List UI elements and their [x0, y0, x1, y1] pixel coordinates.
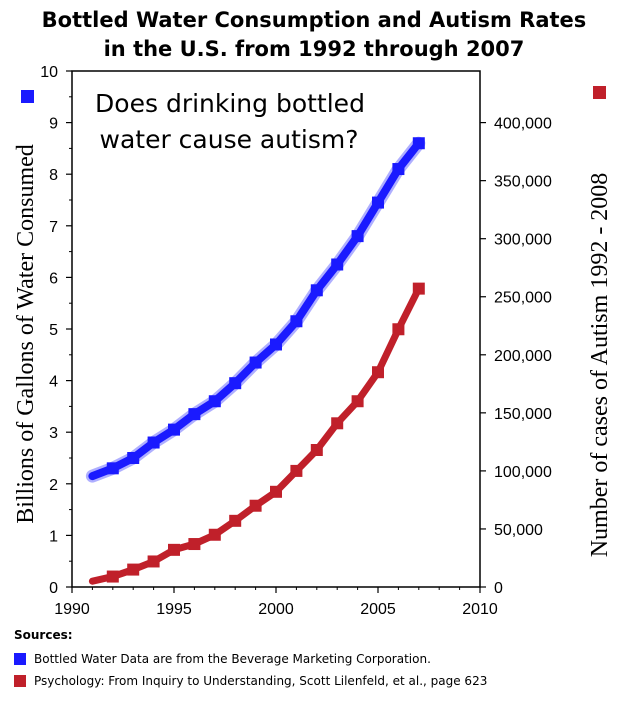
series-water-line — [88, 139, 423, 481]
y-right-tick-label: 300,000 — [494, 232, 552, 249]
y-left-tick-label: 2 — [49, 477, 58, 494]
y-left-tick-label: 8 — [49, 167, 58, 184]
series-autism-point — [127, 563, 140, 576]
series-water-point — [188, 408, 201, 421]
series-autism-point — [106, 570, 119, 583]
source-item-autism: Psychology: From Inquiry to Understandin… — [14, 670, 487, 692]
y-left-tick-label: 3 — [49, 425, 58, 442]
x-tick-label: 2010 — [462, 601, 498, 618]
y-right-tick-label: 250,000 — [494, 290, 552, 307]
sources: Sources: Bottled Water Data are from the… — [14, 628, 487, 692]
series-water-point — [331, 258, 344, 271]
y-left-tick-label: 10 — [40, 64, 58, 81]
series-water-point — [249, 356, 262, 369]
y-left-tick-label: 4 — [49, 374, 58, 391]
y-left-legend-swatch — [21, 90, 34, 103]
series-autism-point — [147, 555, 160, 568]
y-left-tick-label: 7 — [49, 219, 58, 236]
series-water-point — [147, 436, 160, 449]
y-left-tick-label: 5 — [49, 322, 58, 339]
source-swatch-blue — [14, 653, 26, 665]
y-right-tick-label: 50,000 — [494, 522, 543, 539]
series-water-point — [168, 423, 180, 436]
series-autism-point — [168, 543, 180, 556]
y-right-tick-label: 200,000 — [494, 348, 552, 365]
series-water-point — [208, 395, 221, 408]
y-right-tick-label: 400,000 — [494, 116, 552, 133]
series-autism-point — [310, 444, 323, 457]
series-autism-line — [88, 285, 423, 585]
source-swatch-red — [14, 675, 26, 687]
chart-plot: 1990 1995 2000 2005 2010 0 1 2 3 4 5 6 7 8 9 10 0 50,000 1… — [13, 64, 613, 618]
y-right-tick-label: 350,000 — [494, 174, 552, 191]
series-water-point — [106, 462, 119, 475]
series-water-point — [372, 196, 384, 209]
series-autism-point — [249, 499, 262, 512]
series-water-point — [392, 163, 405, 176]
series-autism-point — [372, 366, 384, 379]
series-water-point — [351, 230, 364, 243]
chart-title: Bottled Water Consumption and Autism Rat… — [0, 6, 628, 64]
series-water-point — [290, 315, 303, 328]
x-tick-label: 2000 — [258, 601, 294, 618]
y-left-tick-label: 1 — [49, 528, 58, 545]
chart-title-line-1: Bottled Water Consumption and Autism Rat… — [41, 8, 587, 32]
series-autism-point — [270, 485, 282, 498]
source-text-autism: Psychology: From Inquiry to Understandin… — [34, 674, 488, 688]
annotation-line-2: water cause autism? — [100, 125, 359, 154]
series-autism-point — [188, 538, 201, 551]
series-water-point — [127, 452, 140, 464]
y-left-tick-label: 6 — [49, 270, 58, 287]
axes — [66, 70, 486, 593]
sources-header: Sources: — [14, 628, 73, 642]
series-autism-point — [331, 417, 344, 430]
series-autism-point — [290, 464, 303, 477]
series-autism-point — [351, 395, 364, 408]
y-right-axis-label: Number of cases of Autism 1992 - 2008 — [587, 173, 613, 558]
source-text-water: Bottled Water Data are from the Beverage… — [34, 652, 431, 666]
x-tick-label: 1990 — [54, 601, 90, 618]
series-autism-point — [392, 323, 405, 336]
series-water-point — [310, 284, 323, 297]
y-right-tick-label: 100,000 — [494, 464, 552, 481]
annotation-line-1: Does drinking bottled — [95, 89, 365, 118]
y-right-tick-label: 150,000 — [494, 406, 552, 423]
source-item-water: Bottled Water Data are from the Beverage… — [14, 648, 487, 670]
y-right-legend-swatch — [593, 86, 606, 99]
y-left-tick-label: 9 — [49, 116, 58, 133]
series-water-point — [270, 338, 282, 351]
x-tick-label: 2005 — [360, 601, 396, 618]
series-marks — [21, 86, 606, 585]
series-water-glow — [85, 136, 426, 483]
series-autism-point — [229, 514, 242, 527]
y-right-tick-label: 0 — [494, 580, 503, 597]
series-autism-point — [412, 282, 425, 295]
y-left-tick-label: 0 — [49, 580, 58, 597]
series-water-point — [229, 377, 242, 390]
chart-texts: 1990 1995 2000 2005 2010 0 1 2 3 4 5 6 7 8 9 10 0 50,000 1… — [13, 64, 613, 618]
y-left-axis-label: Billions of Gallons of Water Consumed — [13, 144, 39, 524]
series-autism-point — [208, 528, 221, 541]
x-tick-label: 1995 — [156, 601, 192, 618]
series-water-point — [412, 137, 425, 150]
chart-title-line-2: in the U.S. from 1992 through 2007 — [103, 37, 525, 61]
